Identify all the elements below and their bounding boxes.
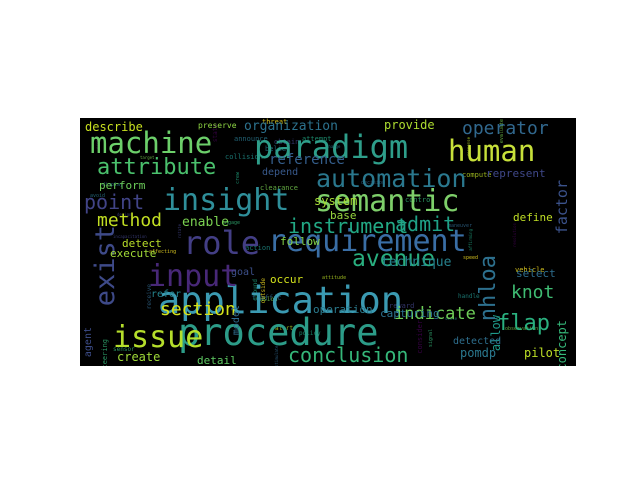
- cloud-word-factor: factor: [553, 180, 571, 235]
- cloud-word-small: affecting: [149, 249, 177, 255]
- cloud-word-organization: organization: [244, 119, 338, 134]
- cloud-word-small: clearance: [260, 184, 298, 192]
- cloud-word-section: section: [160, 299, 236, 320]
- cloud-word-small: maneuver: [448, 223, 473, 229]
- cloud-word-detected: detected: [453, 336, 502, 347]
- cloud-word-small: obtain: [274, 138, 300, 146]
- cloud-word-instrument: instrument: [288, 214, 409, 238]
- cloud-word-small: collision: [225, 153, 263, 161]
- cloud-word-describe: describe: [85, 120, 143, 134]
- cloud-word-insight: insight: [163, 183, 290, 218]
- cloud-word-small: engage: [222, 220, 241, 226]
- cloud-word-small: handle: [458, 293, 480, 300]
- cloud-word-small: display: [102, 182, 124, 188]
- cloud-word-goal: goal: [231, 267, 256, 278]
- cloud-word-input: input: [148, 259, 239, 294]
- cloud-word-knot: knot: [511, 282, 555, 303]
- cloud-word-preserve: preserve: [198, 121, 237, 130]
- cloud-word-small: target: [140, 155, 155, 160]
- cloud-word-detect: detect: [122, 237, 162, 250]
- cloud-word-base: base: [330, 209, 357, 222]
- cloud-word-small: design: [117, 212, 132, 217]
- cloud-word-small: threat: [262, 118, 288, 126]
- cloud-word-small: signal: [428, 329, 434, 348]
- cloud-word-machine: machine: [90, 126, 213, 160]
- cloud-word-small: vehicle: [515, 266, 545, 274]
- cloud-word-operator: operator: [462, 118, 549, 139]
- cloud-word-detail: detail: [197, 354, 237, 366]
- cloud-word-pilot: pilot: [524, 346, 561, 360]
- cloud-word-small: sense: [445, 316, 458, 321]
- cloud-word-capturing: capturing: [380, 307, 440, 320]
- cloud-word-small: attempt: [302, 135, 332, 143]
- cloud-word-pomdp: pomdp: [460, 346, 497, 360]
- cloud-word-semantic: semantic: [315, 184, 460, 219]
- word-cloud: alert traffic sensor vehicle reward observati…: [80, 118, 576, 366]
- cloud-word-application: application: [158, 279, 404, 322]
- cloud-word-small: fusion: [256, 296, 278, 303]
- cloud-word-small: alert: [275, 325, 294, 332]
- cloud-word-refer: refer: [151, 289, 182, 300]
- cloud-word-system: system: [314, 194, 358, 208]
- cloud-word-conclusion: conclusion: [288, 343, 409, 366]
- cloud-word-avenue: avenue: [352, 246, 436, 272]
- cloud-word-automation: automation: [316, 164, 467, 193]
- cloud-word-concept: concept: [555, 320, 569, 366]
- cloud-word-follow: follow: [280, 235, 320, 248]
- cloud-word-small: speed: [463, 255, 479, 261]
- cloud-word-occur: occur: [270, 273, 304, 286]
- cloud-word-represent: represent: [486, 167, 546, 180]
- cloud-word-role: role: [183, 224, 261, 262]
- cloud-word-human: human: [448, 134, 536, 168]
- cloud-word-method: method: [97, 210, 163, 231]
- cloud-word-small: consider: [416, 320, 424, 354]
- cloud-word-small: observation: [505, 326, 539, 332]
- cloud-word-small: belief: [265, 145, 291, 153]
- cloud-word-small: traffic: [252, 294, 282, 302]
- cloud-word-admit: admit: [395, 212, 456, 236]
- cloud-word-create: create: [117, 350, 161, 364]
- cloud-word-small: reward: [389, 302, 415, 310]
- cloud-word-requirement: requirement: [268, 224, 467, 259]
- cloud-word-paradigm: paradigm: [254, 128, 409, 166]
- cloud-word-define: define: [513, 211, 553, 224]
- cloud-word-exist: exist: [90, 225, 121, 307]
- cloud-word-provide: provide: [384, 118, 435, 132]
- cloud-word-attribute: attribute: [97, 155, 217, 180]
- cloud-word-small: compute: [462, 171, 492, 179]
- cloud-word-enable: enable: [182, 215, 229, 230]
- cloud-word-small: resolution: [512, 223, 517, 248]
- cloud-word-nhloa: nhloa: [476, 255, 501, 322]
- cloud-word-small: decision: [361, 180, 386, 186]
- cloud-word-execute: execute: [110, 247, 157, 260]
- cloud-word-small: announce: [234, 135, 268, 143]
- cloud-word-reference: reference: [269, 152, 345, 168]
- cloud-word-small: avoid: [90, 193, 106, 199]
- cloud-word-small: change: [326, 144, 341, 149]
- cloud-word-small: incapacitation: [113, 234, 147, 239]
- cloud-word-indicate: indicate: [394, 304, 476, 324]
- cloud-word-select: select: [516, 267, 556, 280]
- cloud-word-issue: issue: [113, 320, 204, 355]
- cloud-word-small: affirming: [468, 229, 473, 251]
- cloud-word-small: attitude: [322, 275, 347, 281]
- cloud-word-small: action: [245, 244, 271, 252]
- cloud-word-small: sensor: [113, 346, 135, 353]
- cloud-word-technique: technique: [381, 255, 452, 270]
- cloud-word-flap: flap: [497, 311, 550, 336]
- cloud-word-procedure: procedure: [178, 311, 379, 354]
- cloud-word-operation: operation: [313, 303, 373, 316]
- cloud-word-small: policy: [299, 330, 321, 337]
- cloud-word-perform: perform: [99, 179, 146, 192]
- cloud-word-small: control: [405, 196, 435, 204]
- cloud-word-model: model: [231, 305, 242, 336]
- cloud-word-point: point: [84, 190, 145, 214]
- cloud-word-small: steering: [101, 339, 109, 366]
- cloud-word-agent: agent: [83, 327, 94, 358]
- cloud-word-depend: depend: [262, 167, 299, 178]
